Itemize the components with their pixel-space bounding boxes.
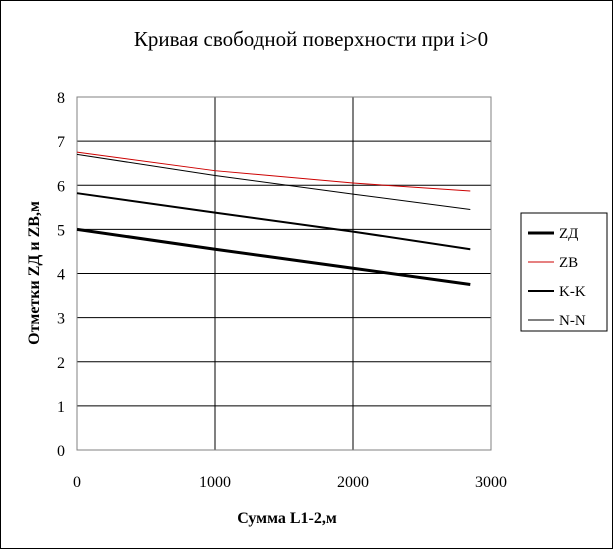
series-line-1 bbox=[76, 227, 471, 287]
series-lines bbox=[76, 151, 471, 287]
y-tick-label: 8 bbox=[57, 90, 65, 107]
grid bbox=[76, 96, 492, 451]
y-axis-label: Отметки ZД и ZВ,м bbox=[26, 201, 43, 345]
y-tick-label: 2 bbox=[57, 355, 65, 372]
legend-label: K-K bbox=[559, 284, 586, 300]
y-tick-label: 0 bbox=[57, 443, 65, 460]
y-tick-label: 5 bbox=[57, 222, 65, 239]
series-line-2 bbox=[76, 151, 471, 192]
series-line-3 bbox=[76, 192, 471, 251]
legend-label: N-N bbox=[559, 313, 586, 329]
y-axis-ticks: 0 1 2 3 4 5 6 7 8 bbox=[57, 90, 65, 460]
y-tick-label: 4 bbox=[57, 267, 65, 284]
chart-title: Кривая свободной поверхности при i>0 bbox=[134, 27, 488, 51]
x-axis-label: Сумма L1-2,м bbox=[237, 510, 337, 527]
x-tick-label: 1000 bbox=[199, 474, 231, 491]
plot-area bbox=[76, 96, 492, 451]
x-tick-label: 0 bbox=[73, 474, 81, 491]
y-tick-label: 6 bbox=[57, 178, 65, 195]
x-axis-ticks: 0 1000 2000 3000 bbox=[73, 474, 507, 491]
legend: ZД ZB K-K N-N bbox=[520, 212, 608, 332]
legend-label: ZB bbox=[559, 255, 578, 271]
legend-label: ZД bbox=[559, 226, 578, 242]
x-tick-label: 2000 bbox=[337, 474, 369, 491]
y-tick-label: 7 bbox=[57, 134, 65, 151]
y-tick-label: 1 bbox=[57, 399, 65, 416]
x-tick-label: 3000 bbox=[475, 474, 507, 491]
series-line-4 bbox=[76, 153, 471, 211]
y-tick-label: 3 bbox=[57, 311, 65, 328]
